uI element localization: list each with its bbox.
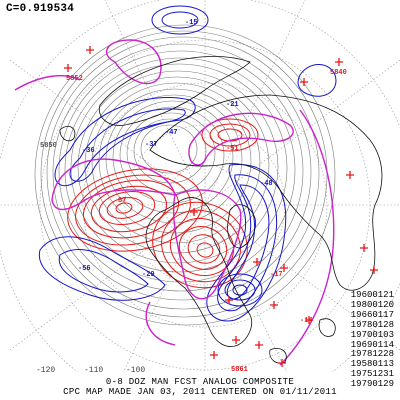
anomaly-label: -17 xyxy=(270,271,283,279)
longitude-label: -120 xyxy=(36,366,55,375)
anomaly-label: -36 xyxy=(82,147,95,155)
analog-year: 19690114 xyxy=(350,339,394,350)
map-labels: 5850 -15 -51 -47 -56 -36 -48 -37 -29 -21… xyxy=(40,19,347,374)
map-credit: CPC MAP MADE JAN 03, 2011 CENTERED ON 01… xyxy=(63,387,337,397)
analog-year: 19790129 xyxy=(350,379,394,390)
longitude-labels: -120 -110 -100 xyxy=(36,366,145,375)
analog-year: 19800120 xyxy=(350,299,394,310)
positive-anomaly-contours-west xyxy=(67,168,203,252)
analog-year: 19700103 xyxy=(350,329,394,340)
analog-year: 19781228 xyxy=(350,349,394,360)
negative-anomaly-contours-east xyxy=(206,163,287,322)
map-caption: 0-8 DOZ MAN FCST ANALOG COMPOSITE xyxy=(105,377,295,387)
correlation-label: C=0.919534 xyxy=(6,3,75,15)
anomaly-label: -14 xyxy=(300,317,313,325)
anomaly-label: -48 xyxy=(260,180,273,188)
coastlines xyxy=(59,56,383,364)
pressure-label: 5852 xyxy=(66,75,83,83)
analog-years-list: 19600121 19800120 19660117 19780128 1970… xyxy=(350,290,394,390)
analog-year: 19780128 xyxy=(350,319,394,330)
anomaly-label: -37 xyxy=(145,141,158,149)
analog-year: 19580113 xyxy=(350,359,394,370)
analog-year: 19660117 xyxy=(350,309,394,320)
station-markers xyxy=(64,46,378,367)
zero-anomaly-lines xyxy=(14,39,335,366)
pressure-label: 5840 xyxy=(330,69,347,77)
anomaly-label: -47 xyxy=(165,129,178,137)
anomaly-label: 87 xyxy=(118,197,126,205)
anomaly-label: -56 xyxy=(78,265,91,273)
pressure-label: 5861 xyxy=(231,366,248,374)
negative-anomaly-contours-west xyxy=(38,96,196,301)
negative-anomaly-contours-north xyxy=(151,5,337,97)
positive-anomaly-contours-east xyxy=(152,201,248,289)
longitude-label: -100 xyxy=(126,366,145,375)
analog-year: 19751231 xyxy=(350,369,394,380)
analog-year: 19600121 xyxy=(350,290,394,300)
anomaly-label: -29 xyxy=(142,271,155,279)
anomaly-label: -15 xyxy=(185,19,198,27)
anomaly-label: -21 xyxy=(226,101,239,109)
height-contour-label: 5850 xyxy=(40,142,57,150)
longitude-label: -110 xyxy=(84,366,103,375)
anomaly-label: -51 xyxy=(226,145,239,153)
